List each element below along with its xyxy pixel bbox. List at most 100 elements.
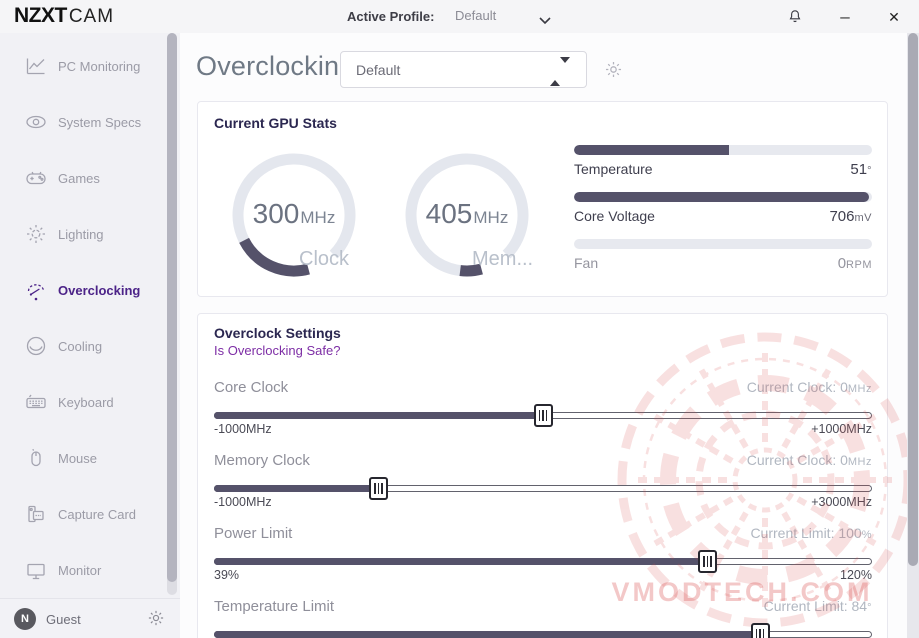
bar-value: 0RPM [837,255,872,272]
avatar[interactable]: N [14,608,36,630]
sidebar-scrollbar-thumb[interactable] [167,33,177,582]
sidebar: PC Monitoring System Specs Games Lightin… [0,33,180,638]
logo-text-light: CAM [68,6,115,27]
slider-label: Temperature Limit [214,598,335,615]
overclock-settings-title: Overclock Settings [214,325,341,341]
gauge-fill [239,237,310,277]
slider-min-label: -1000MHz [214,495,272,509]
slider-max-label: 120% [840,568,872,582]
slider-current-value: Current Clock: 0MHz [746,452,872,468]
slider-track[interactable] [214,404,872,427]
minimize-button[interactable]: – [840,7,850,26]
speedometer-icon [24,278,48,302]
slider-current-value: Current Limit: 100% [750,525,872,541]
gpu-stats-title: Current GPU Stats [214,115,337,131]
slider-track[interactable] [214,550,872,573]
gauge-ring [405,153,529,277]
slider-label: Power Limit [214,525,293,542]
gauge-value: 405MHz [425,198,509,229]
slider-handle[interactable] [369,477,388,500]
sidebar-item-monitor[interactable]: Monitor [0,542,165,598]
chevron-down-icon[interactable] [538,12,552,30]
capture-card-icon [24,502,48,526]
overclock-profile-value: Default [356,62,401,78]
gpu-memory-gauge: 405MHz Mem... [400,148,534,282]
titlebar: NZXT CAM Active Profile: Default – ✕ [0,0,919,33]
slider-label: Memory Clock [214,452,310,469]
overclock-settings-gear-icon[interactable] [604,60,623,79]
slider-track-fill [214,558,708,565]
mouse-icon [24,446,48,470]
sidebar-item-pc-monitoring[interactable]: PC Monitoring [0,38,165,94]
fan-icon [24,334,48,358]
main-scrollbar-thumb[interactable] [908,33,918,566]
sidebar-item-cooling[interactable]: Cooling [0,318,165,374]
gauge-fill [459,263,483,277]
gauge-label: Clock [299,248,350,270]
main-content: Overclocking Default Current GPU Stats [180,33,919,638]
chart-line-icon [24,54,48,78]
bar-track [574,145,872,155]
gpu-clock-gauge: 300MHz Clock [227,148,361,282]
settings-gear-icon[interactable] [147,609,165,627]
overclock-profile-select[interactable]: Default [340,51,587,88]
gauge-value: 300MHz [252,198,336,229]
sidebar-item-games[interactable]: Games [0,150,165,206]
sidebar-item-system-specs[interactable]: System Specs [0,94,165,150]
gamepad-icon [24,166,48,190]
gauge-label: Mem... [472,248,534,270]
slider-track-fill [214,485,379,492]
gpu-stat-bar: Temperature 51° [574,145,872,178]
user-bar: N Guest [0,598,180,638]
bar-value: 51° [850,161,872,178]
bar-fill [574,145,729,155]
page-title: Overclocking [196,51,355,81]
bar-fill [574,192,870,202]
keyboard-icon [24,390,48,414]
sidebar-item-keyboard[interactable]: Keyboard [0,374,165,430]
slider-row-memory-clock: Memory Clock Current Clock: 0MHz -1000MH… [214,450,872,512]
slider-max-label: +3000MHz [811,495,872,509]
sidebar-scrollbar[interactable] [167,33,177,595]
slider-max-label: +1000MHz [811,422,872,436]
main-scrollbar[interactable] [907,33,919,638]
overclock-settings-card: Overclock Settings Is Overclocking Safe?… [197,313,888,638]
slider-track-fill [214,631,761,638]
user-name: Guest [46,612,81,627]
bar-track [574,192,872,202]
gpu-stats-card: Current GPU Stats 300MHz Clock 405MHz [197,101,888,297]
slider-handle[interactable] [533,404,553,427]
select-up-down-icon [550,57,570,86]
nzxt-cam-logo: NZXT CAM [14,4,114,28]
slider-track[interactable] [214,477,872,500]
sidebar-items: PC Monitoring System Specs Games Lightin… [0,38,165,598]
sidebar-item-lighting[interactable]: Lighting [0,206,165,262]
notifications-bell-icon[interactable] [785,7,805,27]
sidebar-item-overclocking[interactable]: Overclocking [0,262,165,318]
slider-current-value: Current Limit: 84° [763,598,872,614]
sidebar-item-mouse[interactable]: Mouse [0,430,165,486]
is-overclocking-safe-link[interactable]: Is Overclocking Safe? [214,343,341,358]
logo-text-bold: NZXT [14,4,67,27]
sidebar-item-capture-card[interactable]: Capture Card [0,486,165,542]
slider-track[interactable] [214,623,872,638]
bar-track [574,239,872,249]
gpu-stat-bar: Fan 0RPM [574,239,872,272]
active-profile-value: Default [455,8,497,23]
slider-current-value: Current Clock: 0MHz [746,379,872,395]
slider-row-core-clock: Core Clock Current Clock: 0MHz -1000MHz … [214,377,872,439]
slider-min-label: 39% [214,568,240,582]
slider-handle[interactable] [750,623,770,638]
sun-icon [24,222,48,246]
slider-min-label: -1000MHz [214,422,272,436]
eye-icon [24,110,48,134]
bar-label: Fan [574,255,599,271]
close-button[interactable]: ✕ [888,8,900,25]
slider-row-temperature-limit: Temperature Limit Current Limit: 84° [214,596,872,638]
active-profile-select[interactable]: Default [455,7,555,27]
bar-label: Core Voltage [574,208,655,224]
gpu-stat-bar: Core Voltage 706mV [574,192,872,225]
slider-handle[interactable] [698,550,717,573]
slider-label: Core Clock [214,379,289,396]
